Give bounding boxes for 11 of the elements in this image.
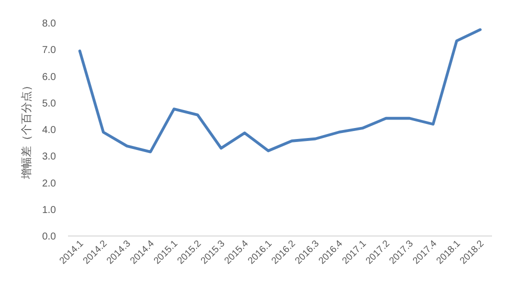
y-tick-label: 5.0 [42, 98, 56, 110]
y-tick-label: 6.0 [42, 72, 56, 83]
y-tick-label: 1.0 [42, 204, 56, 216]
y-tick-label: 7.0 [42, 45, 56, 56]
y-axis-title: 增幅差（个百分点） [20, 80, 33, 180]
y-tick-label: 2.0 [42, 178, 56, 190]
y-tick-label: 0.0 [42, 232, 56, 242]
line-series [78, 28, 482, 154]
y-tick-label: 4.0 [42, 125, 56, 136]
y-tick-label: 3.0 [42, 152, 56, 163]
y-tick-label: 8.0 [42, 18, 56, 30]
